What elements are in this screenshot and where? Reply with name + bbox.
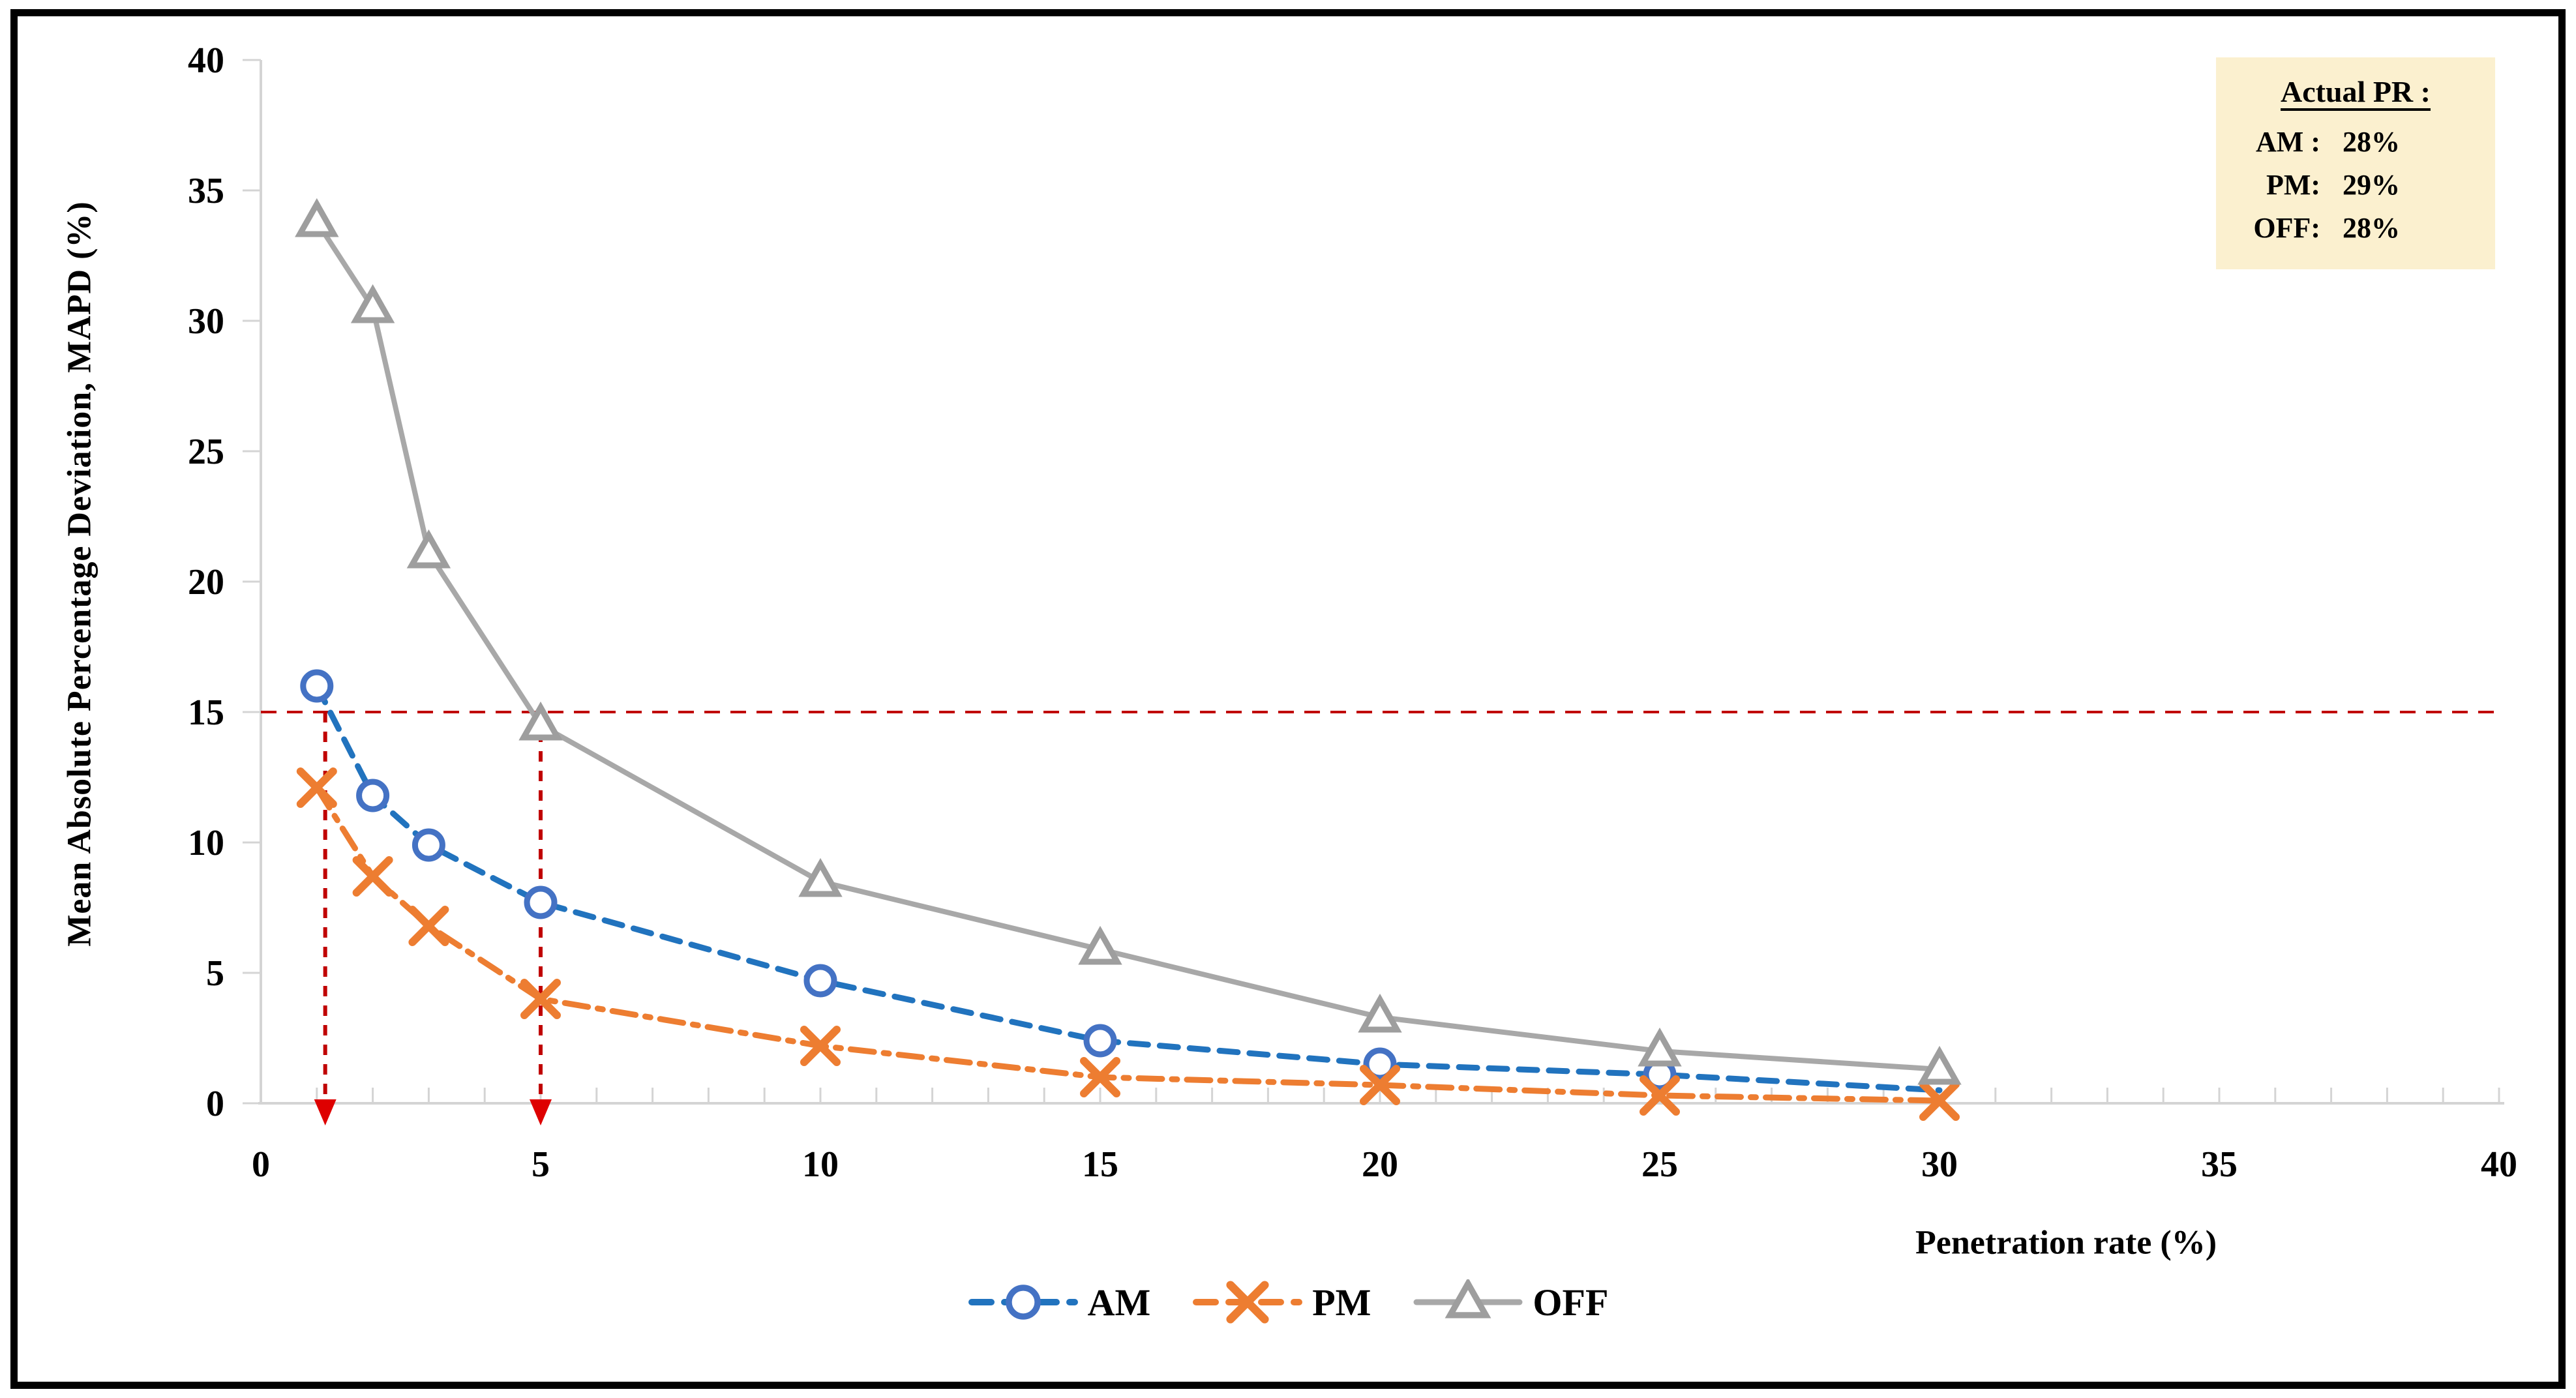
y-tick-label: 30 xyxy=(188,301,224,342)
circle-marker xyxy=(803,964,837,998)
legend: AM PM OFF xyxy=(0,1279,2576,1325)
x-marker xyxy=(1640,1075,1680,1116)
y-tick-label: 5 xyxy=(206,953,224,994)
x-tick-label: 15 xyxy=(1082,1144,1118,1185)
circle-marker xyxy=(356,779,390,812)
circle-marker xyxy=(412,828,445,862)
annotation-value: 28% xyxy=(2343,126,2400,158)
x-axis-title: Penetration rate (%) xyxy=(1915,1224,2217,1262)
annotation-value: 29% xyxy=(2343,169,2400,201)
legend-item-am: AM xyxy=(968,1279,1151,1325)
circle-marker xyxy=(300,669,334,703)
x-marker xyxy=(1226,1281,1269,1324)
annotation-value: 28% xyxy=(2343,212,2400,244)
x-marker xyxy=(1080,1057,1120,1097)
x-tick-label: 20 xyxy=(1362,1144,1398,1185)
y-tick-label: 0 xyxy=(206,1084,224,1124)
x-marker xyxy=(800,1026,841,1066)
x-tick-label: 30 xyxy=(1921,1144,1958,1185)
legend-item-pm: PM xyxy=(1192,1279,1371,1325)
series-OFF-line xyxy=(314,219,1942,1072)
y-tick-label: 15 xyxy=(188,692,224,733)
x-tick-label: 25 xyxy=(1641,1144,1678,1185)
y-tick-label: 25 xyxy=(188,432,224,472)
legend-label: OFF xyxy=(1533,1281,1609,1324)
y-tick-label: 10 xyxy=(188,823,224,863)
legend-sample-off xyxy=(1413,1279,1523,1318)
annotation-row-am: AM : 28% xyxy=(2223,121,2489,164)
triangle-marker xyxy=(1445,1279,1491,1318)
annotation-title: Actual PR : xyxy=(2281,75,2431,108)
y-tick-label: 35 xyxy=(188,171,224,211)
series-OFF xyxy=(295,198,1962,1085)
x-tick-label: 5 xyxy=(532,1144,550,1185)
circle-marker xyxy=(524,885,558,919)
triangle-marker xyxy=(295,198,339,237)
series-AM xyxy=(300,669,1943,1093)
legend-label: AM xyxy=(1087,1281,1151,1324)
circle-marker xyxy=(1005,1285,1041,1320)
legend-label: PM xyxy=(1312,1281,1371,1324)
y-axis-title: Mean Absolute Percentage Deviation, MAPD… xyxy=(61,201,98,947)
triangle-marker xyxy=(350,284,395,323)
triangle-marker xyxy=(1358,993,1402,1033)
triangle-marker xyxy=(1917,1045,1962,1085)
arrowhead-down xyxy=(314,1099,337,1125)
y-tick-label: 20 xyxy=(188,562,224,602)
legend-item-off: OFF xyxy=(1413,1279,1608,1325)
triangle-marker xyxy=(1078,925,1122,965)
annotation-row-pm: PM: 29% xyxy=(2223,164,2489,207)
y-tick-label: 40 xyxy=(188,40,224,81)
legend-sample-pm xyxy=(1193,1281,1303,1324)
annotation-row-off: OFF: 28% xyxy=(2223,207,2489,250)
annotation-label: AM : xyxy=(2256,126,2320,158)
legend-sample-am xyxy=(968,1285,1078,1320)
triangle-marker xyxy=(1638,1027,1682,1067)
triangle-marker xyxy=(798,857,843,897)
x-tick-label: 10 xyxy=(802,1144,839,1185)
triangle-marker xyxy=(406,529,451,569)
x-tick-label: 40 xyxy=(2481,1144,2517,1185)
circle-marker xyxy=(1363,1047,1397,1081)
x-marker xyxy=(1360,1065,1400,1105)
circle-marker xyxy=(1083,1024,1117,1058)
series-PM xyxy=(296,767,1960,1121)
x-marker xyxy=(1919,1080,1960,1121)
series-AM-line xyxy=(314,683,1943,1093)
figure-border xyxy=(10,9,2566,1389)
actual-pr-annotation: Actual PR : AM : 28% PM: 29% OFF: 28% xyxy=(2216,57,2495,269)
x-marker xyxy=(520,979,561,1019)
arrowhead-down xyxy=(530,1099,552,1125)
x-marker xyxy=(408,906,449,946)
annotation-label: OFF: xyxy=(2253,212,2320,244)
x-tick-label: 35 xyxy=(2201,1144,2238,1185)
triangle-marker xyxy=(518,701,563,741)
x-marker xyxy=(352,856,393,897)
x-marker xyxy=(296,767,337,808)
x-tick-label: 0 xyxy=(252,1144,270,1185)
annotation-label: PM: xyxy=(2266,169,2320,201)
